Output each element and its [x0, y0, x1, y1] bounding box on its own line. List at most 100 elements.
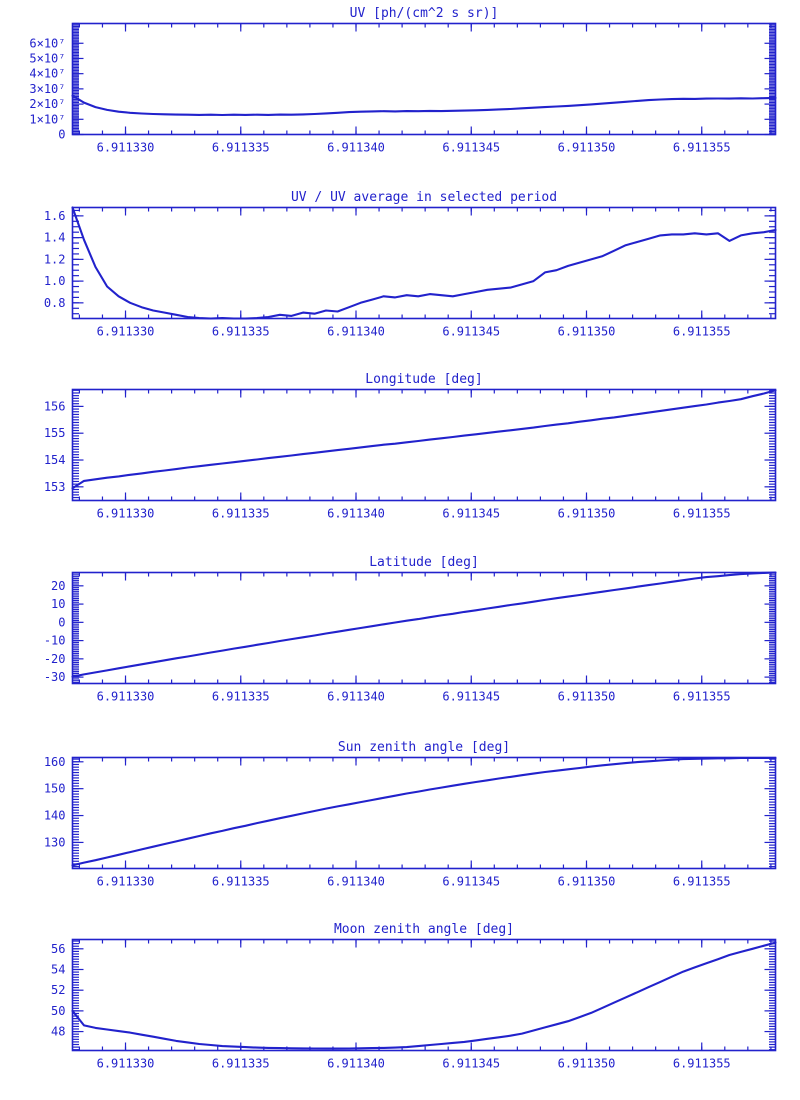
y-axis-tick-label: 54 [51, 963, 65, 977]
plot-title: Longitude [deg] [365, 372, 482, 387]
chart-svg: Longitude [deg] 153 154 155 156 6.911330 6.911… [44, 372, 777, 521]
x-axis-tick-label: 6.911335 [212, 507, 270, 521]
chart-svg: UV [ph/(cm^2 s sr)] 0 1×10⁷2×10⁷3×10⁷4×10⁷… [29, 6, 777, 155]
x-axis-tick-label: 6.911355 [673, 325, 731, 339]
y-axis-tick-label: 6×10⁷ [29, 36, 65, 50]
y-axis-tick-label: 156 [44, 399, 66, 413]
x-axis-tick-label: 6.911330 [97, 325, 155, 339]
x-axis-tick-label: 6.911345 [442, 875, 500, 889]
x-axis-tick-label: 6.911330 [97, 875, 155, 889]
data-series-line [71, 94, 777, 117]
y-axis-tick-label: 48 [51, 1025, 65, 1039]
data-series-line [71, 571, 777, 678]
y-axis-tick-label: 0.8 [44, 296, 66, 310]
y-axis-tick-label: -30 [44, 670, 66, 684]
x-axis-tick-label: 6.911350 [558, 141, 616, 155]
y-axis-tick-label: 10 [51, 597, 65, 611]
y-axis-tick-label: 1×10⁷ [29, 112, 65, 126]
chart-svg: Latitude [deg] -30 -20 -10 0 10 20 6.911330 6.91… [44, 555, 777, 704]
y-axis-tick-label: 1.0 [44, 274, 66, 288]
x-axis-tick-label: 6.911345 [442, 325, 500, 339]
data-series-line [71, 389, 777, 490]
plot-frame [71, 571, 777, 685]
plot-title: Moon zenith angle [deg] [334, 922, 514, 937]
axis-ticks [72, 207, 776, 319]
chart-panel-2: UV / UV average in selected period 0.8 1.0… [0, 186, 800, 369]
y-axis-tick-label: -10 [44, 634, 66, 648]
x-axis-tick-label: 6.911350 [558, 1057, 616, 1071]
x-axis-tick-label: 6.911340 [327, 325, 385, 339]
x-axis-tick-label: 6.911335 [212, 875, 270, 889]
y-axis-tick-label: 140 [44, 809, 66, 823]
y-axis-tick-label: 150 [44, 782, 66, 796]
y-axis-tick-label: 3×10⁷ [29, 82, 65, 96]
chart-panel-5: Sun zenith angle [deg] 130 140 150 160 6.9113… [0, 736, 800, 919]
x-axis-tick-label: 6.911335 [212, 325, 270, 339]
y-axis-tick-label: 154 [44, 453, 66, 467]
x-axis-tick-label: 6.911355 [673, 690, 731, 704]
y-axis-tick-label: 1.6 [44, 209, 66, 223]
x-axis-tick-label: 6.911340 [327, 690, 385, 704]
plot-title: UV / UV average in selected period [291, 190, 557, 205]
chart-svg: Moon zenith angle [deg] 48 50 52 54 56 6.91133… [51, 922, 777, 1071]
plot-frame [71, 756, 777, 870]
y-axis-tick-label: 2×10⁷ [29, 97, 65, 111]
y-axis-tick-label: 1.4 [44, 231, 66, 245]
x-axis-tick-label: 6.911335 [212, 141, 270, 155]
axis-ticks [72, 757, 776, 869]
x-axis-tick-label: 6.911355 [673, 507, 731, 521]
x-axis-tick-label: 6.911355 [673, 875, 731, 889]
y-axis-tick-label: 50 [51, 1004, 65, 1018]
x-axis-tick-label: 6.911345 [442, 141, 500, 155]
y-axis-tick-label: 0 [58, 615, 65, 629]
y-axis-tick-label: 5×10⁷ [29, 51, 65, 65]
x-axis-tick-label: 6.911350 [558, 325, 616, 339]
x-axis-tick-label: 6.911345 [442, 1057, 500, 1071]
y-axis-tick-label: 155 [44, 426, 66, 440]
x-axis-tick-label: 6.911350 [558, 507, 616, 521]
y-axis-tick-label: 20 [51, 579, 65, 593]
data-series-line [71, 206, 777, 320]
x-axis-tick-label: 6.911340 [327, 141, 385, 155]
y-axis-tick-label: 1.2 [44, 252, 66, 266]
y-axis-tick-label: 52 [51, 983, 65, 997]
y-axis-tick-label: 153 [44, 480, 66, 494]
x-axis-tick-label: 6.911345 [442, 690, 500, 704]
chart-svg: UV / UV average in selected period 0.8 1.0… [44, 190, 777, 339]
chart-panel-1: UV [ph/(cm^2 s sr)] 0 1×10⁷ 2×10⁷ 3×10⁷ 4×10⁷… [0, 2, 800, 185]
y-axis-tick-label: 0 [58, 128, 65, 142]
x-axis-tick-label: 6.911350 [558, 875, 616, 889]
chart-panel-6: Moon zenith angle [deg] 48 50 52 54 56 6.91133… [0, 918, 800, 1100]
plot-frame [71, 938, 777, 1052]
axis-ticks [72, 389, 776, 501]
x-axis-tick-label: 6.911335 [212, 1057, 270, 1071]
y-axis-tick-label: 130 [44, 835, 66, 849]
data-series-line [71, 941, 777, 1050]
x-axis-tick-label: 6.911330 [97, 141, 155, 155]
axis-ticks [72, 22, 776, 136]
x-axis-tick-label: 6.911340 [327, 1057, 385, 1071]
axis-ticks [72, 572, 776, 684]
x-axis-tick-label: 6.911355 [673, 1057, 731, 1071]
y-axis-tick-label: 56 [51, 942, 65, 956]
plot-frame [71, 22, 777, 136]
x-axis-tick-label: 6.911340 [327, 875, 385, 889]
chart-panel-4: Latitude [deg] -30 -20 -10 0 10 20 6.911330 6.91… [0, 551, 800, 734]
plot-frame [71, 206, 777, 320]
plot-title: UV [ph/(cm^2 s sr)] [350, 6, 499, 21]
x-axis-tick-label: 6.911345 [442, 507, 500, 521]
x-axis-tick-label: 6.911330 [97, 507, 155, 521]
y-axis-tick-label: 160 [44, 755, 66, 769]
x-axis-tick-label: 6.911330 [97, 1057, 155, 1071]
y-axis-tick-label: -20 [44, 652, 66, 666]
data-series-line [71, 756, 777, 867]
y-axis-tick-label: 4×10⁷ [29, 67, 65, 81]
axis-ticks [72, 939, 776, 1051]
plot-title: Latitude [deg] [369, 555, 479, 570]
plot-frame [71, 388, 777, 502]
chart-svg: Sun zenith angle [deg] 130 140 150 160 6.9113… [44, 740, 777, 889]
x-axis-tick-label: 6.911355 [673, 141, 731, 155]
x-axis-tick-label: 6.911330 [97, 690, 155, 704]
chart-panel-3: Longitude [deg] 153 154 155 156 6.911330 6.911… [0, 368, 800, 551]
